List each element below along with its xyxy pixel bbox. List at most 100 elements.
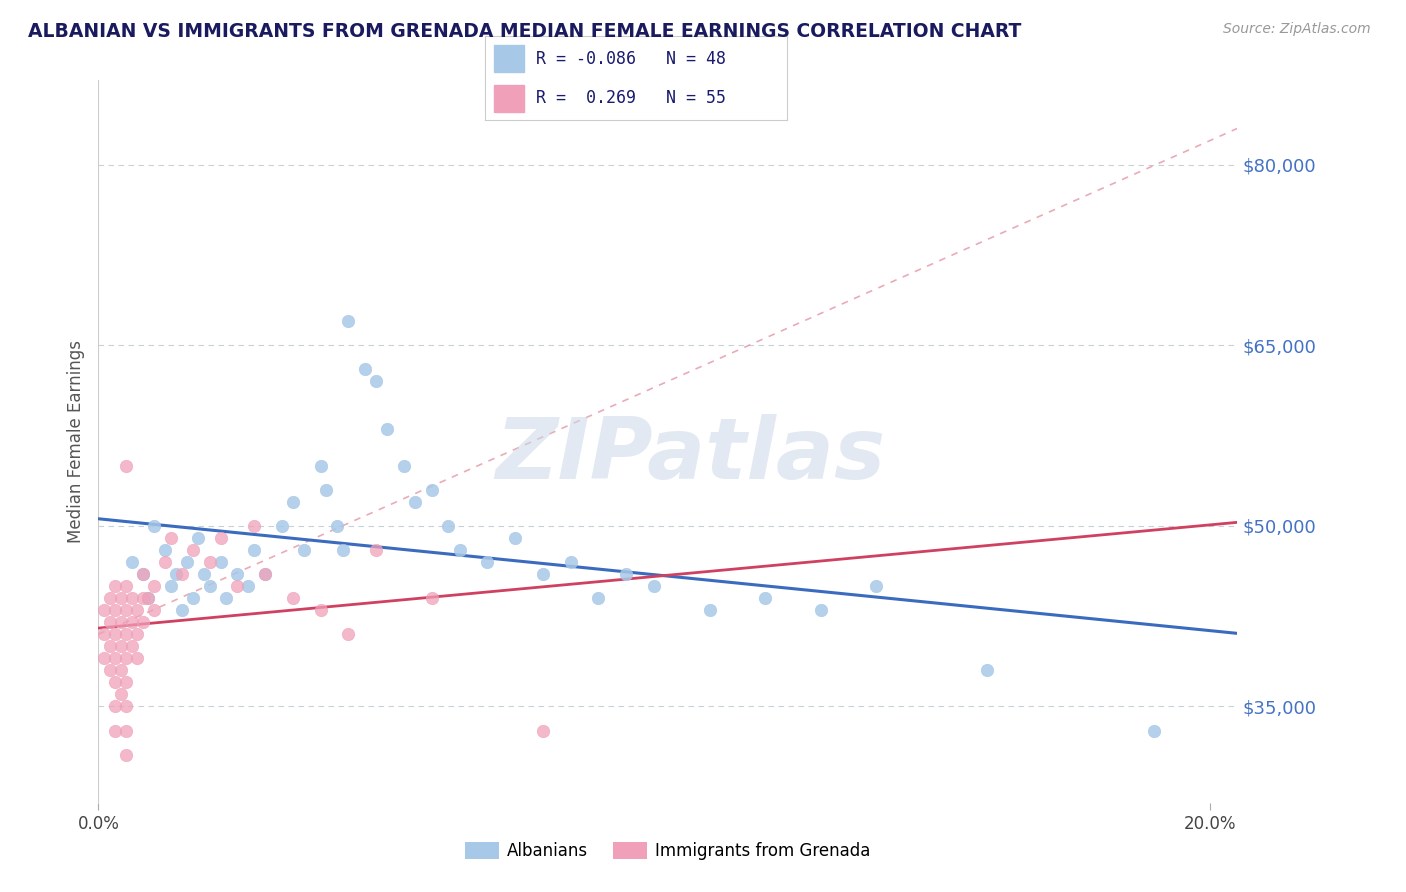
Point	[98, 591, 121, 606]
Point	[243, 518, 266, 533]
Point	[193, 567, 215, 582]
Point	[337, 314, 360, 328]
Point	[110, 615, 132, 630]
Point	[326, 518, 349, 533]
Point	[159, 531, 181, 545]
Text: ZIPatlas: ZIPatlas	[495, 415, 886, 498]
Point	[93, 627, 115, 641]
Point	[754, 591, 776, 606]
Point	[170, 567, 193, 582]
Point	[98, 639, 121, 653]
Text: R =  0.269   N = 55: R = 0.269 N = 55	[537, 88, 727, 106]
Point	[226, 567, 249, 582]
Point	[121, 639, 143, 653]
Point	[309, 458, 332, 473]
Point	[588, 591, 610, 606]
Point	[104, 579, 127, 593]
Point	[477, 555, 499, 569]
Point	[115, 699, 138, 714]
Point	[153, 542, 176, 557]
Point	[392, 458, 415, 473]
Point	[93, 651, 115, 665]
Point	[449, 542, 471, 557]
Point	[104, 603, 127, 617]
Point	[138, 591, 160, 606]
Point	[337, 627, 360, 641]
Point	[254, 567, 277, 582]
Point	[315, 483, 337, 497]
Point	[238, 579, 260, 593]
Point	[165, 567, 187, 582]
Point	[976, 664, 998, 678]
Point	[560, 555, 582, 569]
Point	[121, 615, 143, 630]
Legend: Albanians, Immigrants from Grenada: Albanians, Immigrants from Grenada	[458, 835, 877, 867]
Point	[354, 362, 377, 376]
Point	[181, 542, 204, 557]
Point	[699, 603, 721, 617]
Point	[366, 542, 388, 557]
Point	[104, 675, 127, 690]
Point	[115, 458, 138, 473]
Point	[810, 603, 832, 617]
Point	[375, 422, 398, 436]
Point	[143, 579, 166, 593]
Point	[366, 374, 388, 388]
Point	[254, 567, 277, 582]
Y-axis label: Median Female Earnings: Median Female Earnings	[66, 340, 84, 543]
Point	[104, 651, 127, 665]
Point	[115, 723, 138, 738]
Point	[121, 591, 143, 606]
Point	[98, 664, 121, 678]
Point	[270, 518, 292, 533]
Point	[215, 591, 238, 606]
Point	[209, 555, 232, 569]
Point	[121, 555, 143, 569]
Point	[132, 615, 155, 630]
Point	[309, 603, 332, 617]
Point	[1143, 723, 1166, 738]
Point	[614, 567, 637, 582]
Bar	[494, 45, 524, 72]
Point	[104, 699, 127, 714]
Point	[643, 579, 665, 593]
Point	[132, 567, 155, 582]
Point	[153, 555, 176, 569]
Point	[110, 639, 132, 653]
Text: R = -0.086   N = 48: R = -0.086 N = 48	[537, 50, 727, 68]
Point	[531, 567, 554, 582]
Point	[420, 591, 443, 606]
Point	[198, 555, 221, 569]
Point	[132, 591, 155, 606]
Point	[281, 494, 304, 508]
Point	[198, 579, 221, 593]
Point	[110, 687, 132, 701]
Point	[127, 603, 149, 617]
Point	[209, 531, 232, 545]
Point	[93, 603, 115, 617]
Text: ALBANIAN VS IMMIGRANTS FROM GRENADA MEDIAN FEMALE EARNINGS CORRELATION CHART: ALBANIAN VS IMMIGRANTS FROM GRENADA MEDI…	[28, 22, 1022, 41]
Point	[115, 627, 138, 641]
Point	[127, 627, 149, 641]
Point	[115, 579, 138, 593]
Point	[104, 627, 127, 641]
Point	[281, 591, 304, 606]
Point	[104, 723, 127, 738]
Point	[110, 664, 132, 678]
Point	[437, 518, 460, 533]
Point	[420, 483, 443, 497]
Point	[98, 615, 121, 630]
Point	[176, 555, 198, 569]
Point	[243, 542, 266, 557]
Point	[115, 747, 138, 762]
Point	[110, 591, 132, 606]
Point	[115, 675, 138, 690]
Point	[181, 591, 204, 606]
Point	[865, 579, 887, 593]
Point	[132, 567, 155, 582]
Point	[292, 542, 315, 557]
Point	[115, 603, 138, 617]
Point	[159, 579, 181, 593]
Point	[143, 603, 166, 617]
Point	[226, 579, 249, 593]
